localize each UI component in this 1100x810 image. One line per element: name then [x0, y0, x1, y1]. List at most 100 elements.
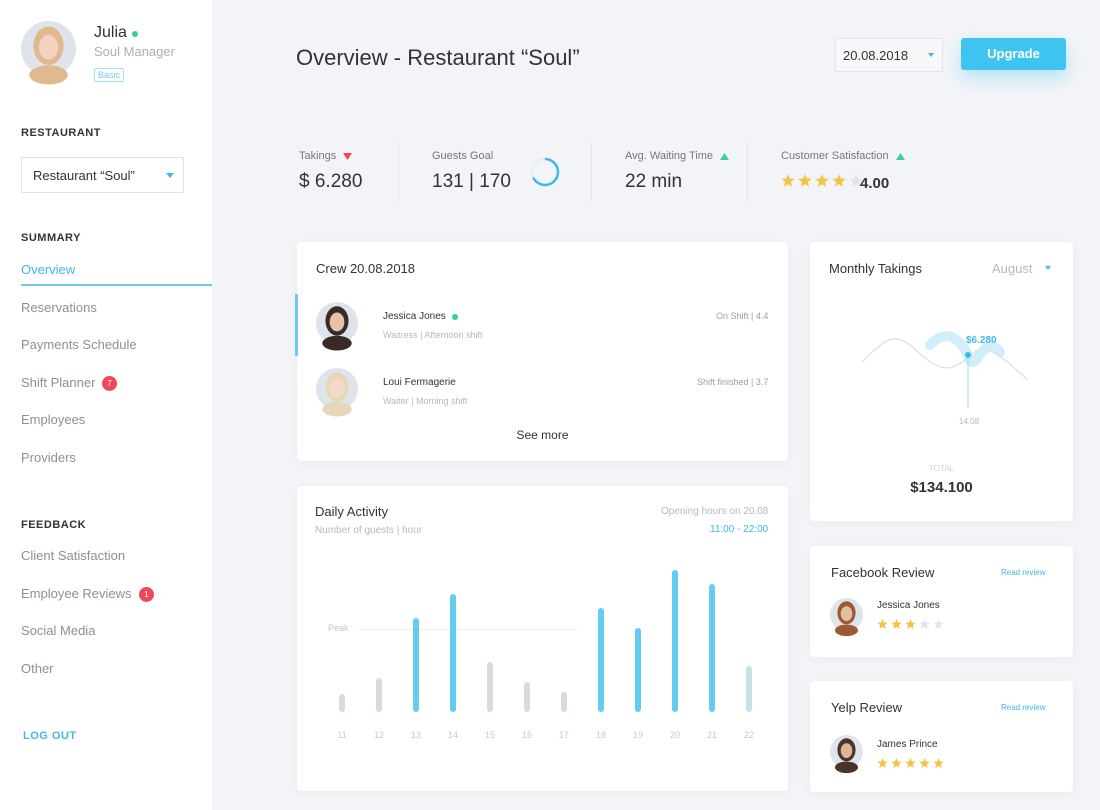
sidebar	[0, 0, 212, 810]
nav-item[interactable]: Employees	[21, 412, 86, 427]
kpi-value: 22 min	[625, 171, 683, 192]
status-dot	[132, 31, 138, 37]
nav-badge: 7	[102, 375, 117, 391]
kpi-divider	[747, 143, 748, 201]
total-label: TOTAL	[928, 464, 955, 473]
x-tick-label: 21	[707, 730, 717, 740]
star	[905, 758, 916, 768]
read-review-link[interactable]: Read review	[1001, 703, 1046, 712]
x-tick-label: 15	[485, 730, 495, 740]
card-title: Monthly Takings	[829, 261, 922, 276]
goal-ring	[530, 157, 560, 187]
card-title: Yelp Review	[831, 700, 903, 715]
x-tick-label: 20	[670, 730, 680, 740]
trend-arrow	[343, 153, 352, 160]
trend-arrow-shape	[896, 153, 905, 160]
star	[933, 619, 944, 629]
point-label: $6.280	[966, 335, 997, 346]
avatar	[830, 598, 863, 637]
avatar-body	[322, 335, 352, 351]
trend-arrow-shape	[720, 153, 729, 160]
star	[933, 758, 944, 768]
goal-ring-arc	[532, 157, 560, 187]
trend-arrow	[896, 153, 905, 160]
avatar-face	[840, 743, 853, 759]
bar	[635, 628, 641, 712]
month-select-label[interactable]: August	[992, 261, 1033, 276]
avatar	[830, 735, 863, 774]
nav-item[interactable]: Social Media	[21, 623, 96, 639]
nav-item[interactable]: Providers	[21, 449, 76, 465]
crew-role: Waitress | Afternoon shift	[383, 330, 483, 340]
read-review-link[interactable]: Read review	[1001, 568, 1046, 577]
page-title: Overview - Restaurant “Soul”	[296, 45, 580, 70]
avatar-face	[38, 34, 59, 60]
star	[832, 174, 846, 187]
kpi-label: Avg. Waiting Time	[625, 150, 714, 162]
bar	[709, 584, 715, 712]
x-tick-label: 16	[522, 730, 532, 740]
total-value: $134.100	[910, 479, 973, 496]
star	[781, 174, 795, 187]
status-dot	[452, 314, 458, 320]
hours-value: 11:00 - 22:00	[710, 524, 769, 535]
crew-status: Shift finished | 3.7	[697, 377, 769, 387]
star-rating	[877, 758, 944, 768]
dropdown-caret	[928, 53, 934, 57]
bar	[487, 662, 493, 712]
restaurant-select-label: Restaurant “Soul”	[33, 168, 135, 183]
star	[849, 174, 863, 187]
star	[905, 619, 916, 629]
nav-item[interactable]: Employee Reviews	[21, 585, 132, 601]
bar	[413, 618, 419, 712]
see-more-link[interactable]: See more	[516, 428, 569, 442]
x-tick-label: 22	[744, 730, 754, 740]
avatar-body	[834, 761, 859, 774]
avatar	[21, 21, 76, 85]
nav-active-underline	[21, 284, 212, 286]
bar	[561, 692, 567, 712]
nav-item[interactable]: Reservations	[21, 299, 97, 315]
date-select[interactable]: 20.08.2018	[835, 38, 943, 72]
crew-role: Waiter | Morning shift	[383, 396, 468, 406]
star	[877, 619, 888, 629]
card-title: Crew 20.08.2018	[316, 261, 416, 276]
section-heading: FEEDBACK	[21, 519, 87, 531]
upgrade-button[interactable]: Upgrade	[961, 38, 1066, 70]
x-tick-label: 13	[411, 730, 421, 740]
point-marker	[965, 352, 971, 358]
star	[877, 758, 888, 768]
kpi-label: Guests Goal	[432, 150, 494, 162]
star-rating	[781, 174, 863, 187]
nav-item[interactable]: Payments Schedule	[21, 337, 137, 352]
reviewer-name: James Prince	[877, 739, 938, 750]
avatar-body	[29, 65, 68, 85]
avatar	[316, 302, 358, 351]
kpi-value: $ 6.280	[299, 171, 363, 192]
restaurant-select[interactable]: Restaurant “Soul”	[21, 157, 184, 193]
star-rating	[877, 619, 944, 629]
logout-link[interactable]: LOG OUT	[23, 730, 77, 742]
takings-curve	[861, 338, 1029, 381]
nav-item[interactable]: Client Satisfaction	[21, 548, 126, 563]
nav-item[interactable]: Overview	[21, 262, 76, 277]
kpi-divider	[591, 143, 592, 201]
card-subtitle: Number of guests | hour	[315, 525, 423, 536]
x-tick-label: 12	[374, 730, 384, 740]
review-card: Yelp Review Read review	[810, 681, 1073, 792]
monthly-takings-card: Monthly Takings August TOTAL $134.100	[810, 242, 1073, 521]
nav-item[interactable]: Shift Planner	[21, 374, 96, 390]
avatar-body	[322, 401, 352, 417]
trend-arrow	[720, 153, 729, 160]
star	[798, 174, 812, 187]
x-tick-label: 11	[337, 730, 346, 740]
nav-item[interactable]: Other	[21, 661, 54, 677]
bar	[524, 682, 530, 712]
peak-line	[359, 629, 577, 630]
user-role: Soul Manager	[94, 44, 175, 59]
crew-name: Loui Fermagerie	[383, 377, 456, 388]
star	[891, 619, 902, 629]
star	[919, 619, 930, 629]
kpi-value: 131 | 170	[432, 171, 511, 192]
